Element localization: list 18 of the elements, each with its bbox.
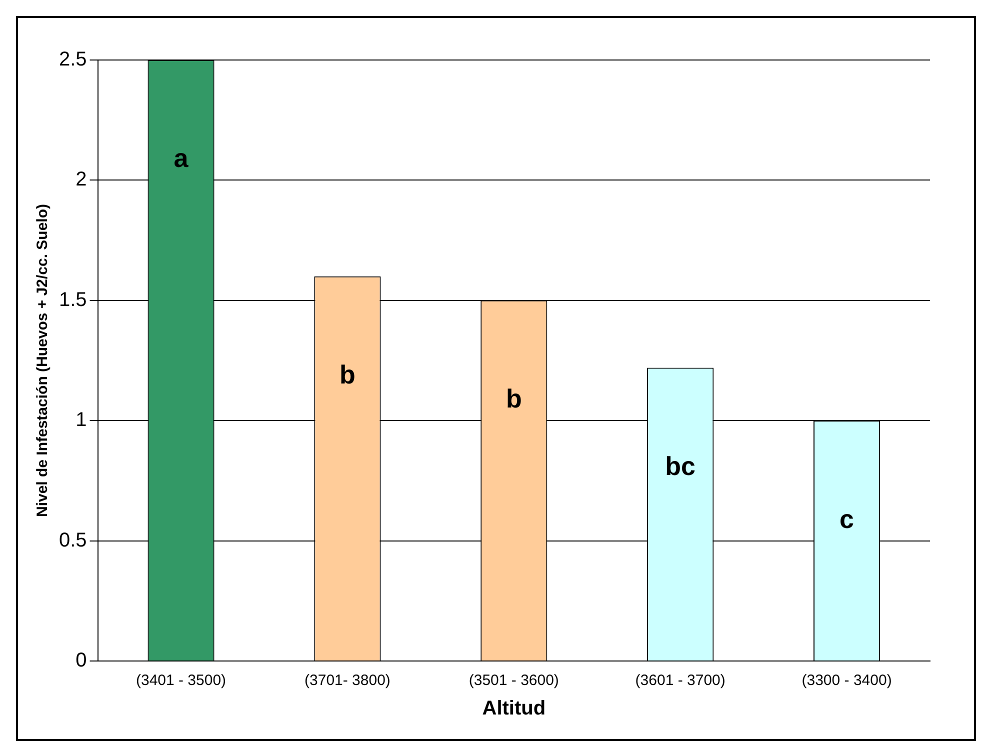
x-tick-label: (3300 - 3400) <box>802 672 892 690</box>
annotation: a <box>174 143 189 174</box>
y-tick-label: 0.5 <box>58 529 87 552</box>
annotation: b <box>340 360 356 390</box>
x-tick-label: (3601 - 3700) <box>635 672 726 690</box>
x-tick-label: (3701- 3800) <box>304 672 390 690</box>
y-axis-title: Nivel de Infestación (Huevos + J2/cc. Suelo) <box>34 204 52 518</box>
annotation: bc <box>665 450 696 481</box>
x-tick-label: (3401 - 3500) <box>136 672 226 690</box>
x-axis-title: Altitud <box>482 698 546 720</box>
y-tick-label: 1 <box>76 409 87 432</box>
y-tick-label: 1.5 <box>58 288 87 311</box>
y-tick-label: 2 <box>76 168 87 191</box>
annotation: b <box>506 384 522 414</box>
annotation: c <box>840 504 854 534</box>
y-tick-label: 2.5 <box>58 48 87 71</box>
x-tick-label: (3501 - 3600) <box>468 672 559 690</box>
y-tick-label: 0 <box>76 650 87 672</box>
